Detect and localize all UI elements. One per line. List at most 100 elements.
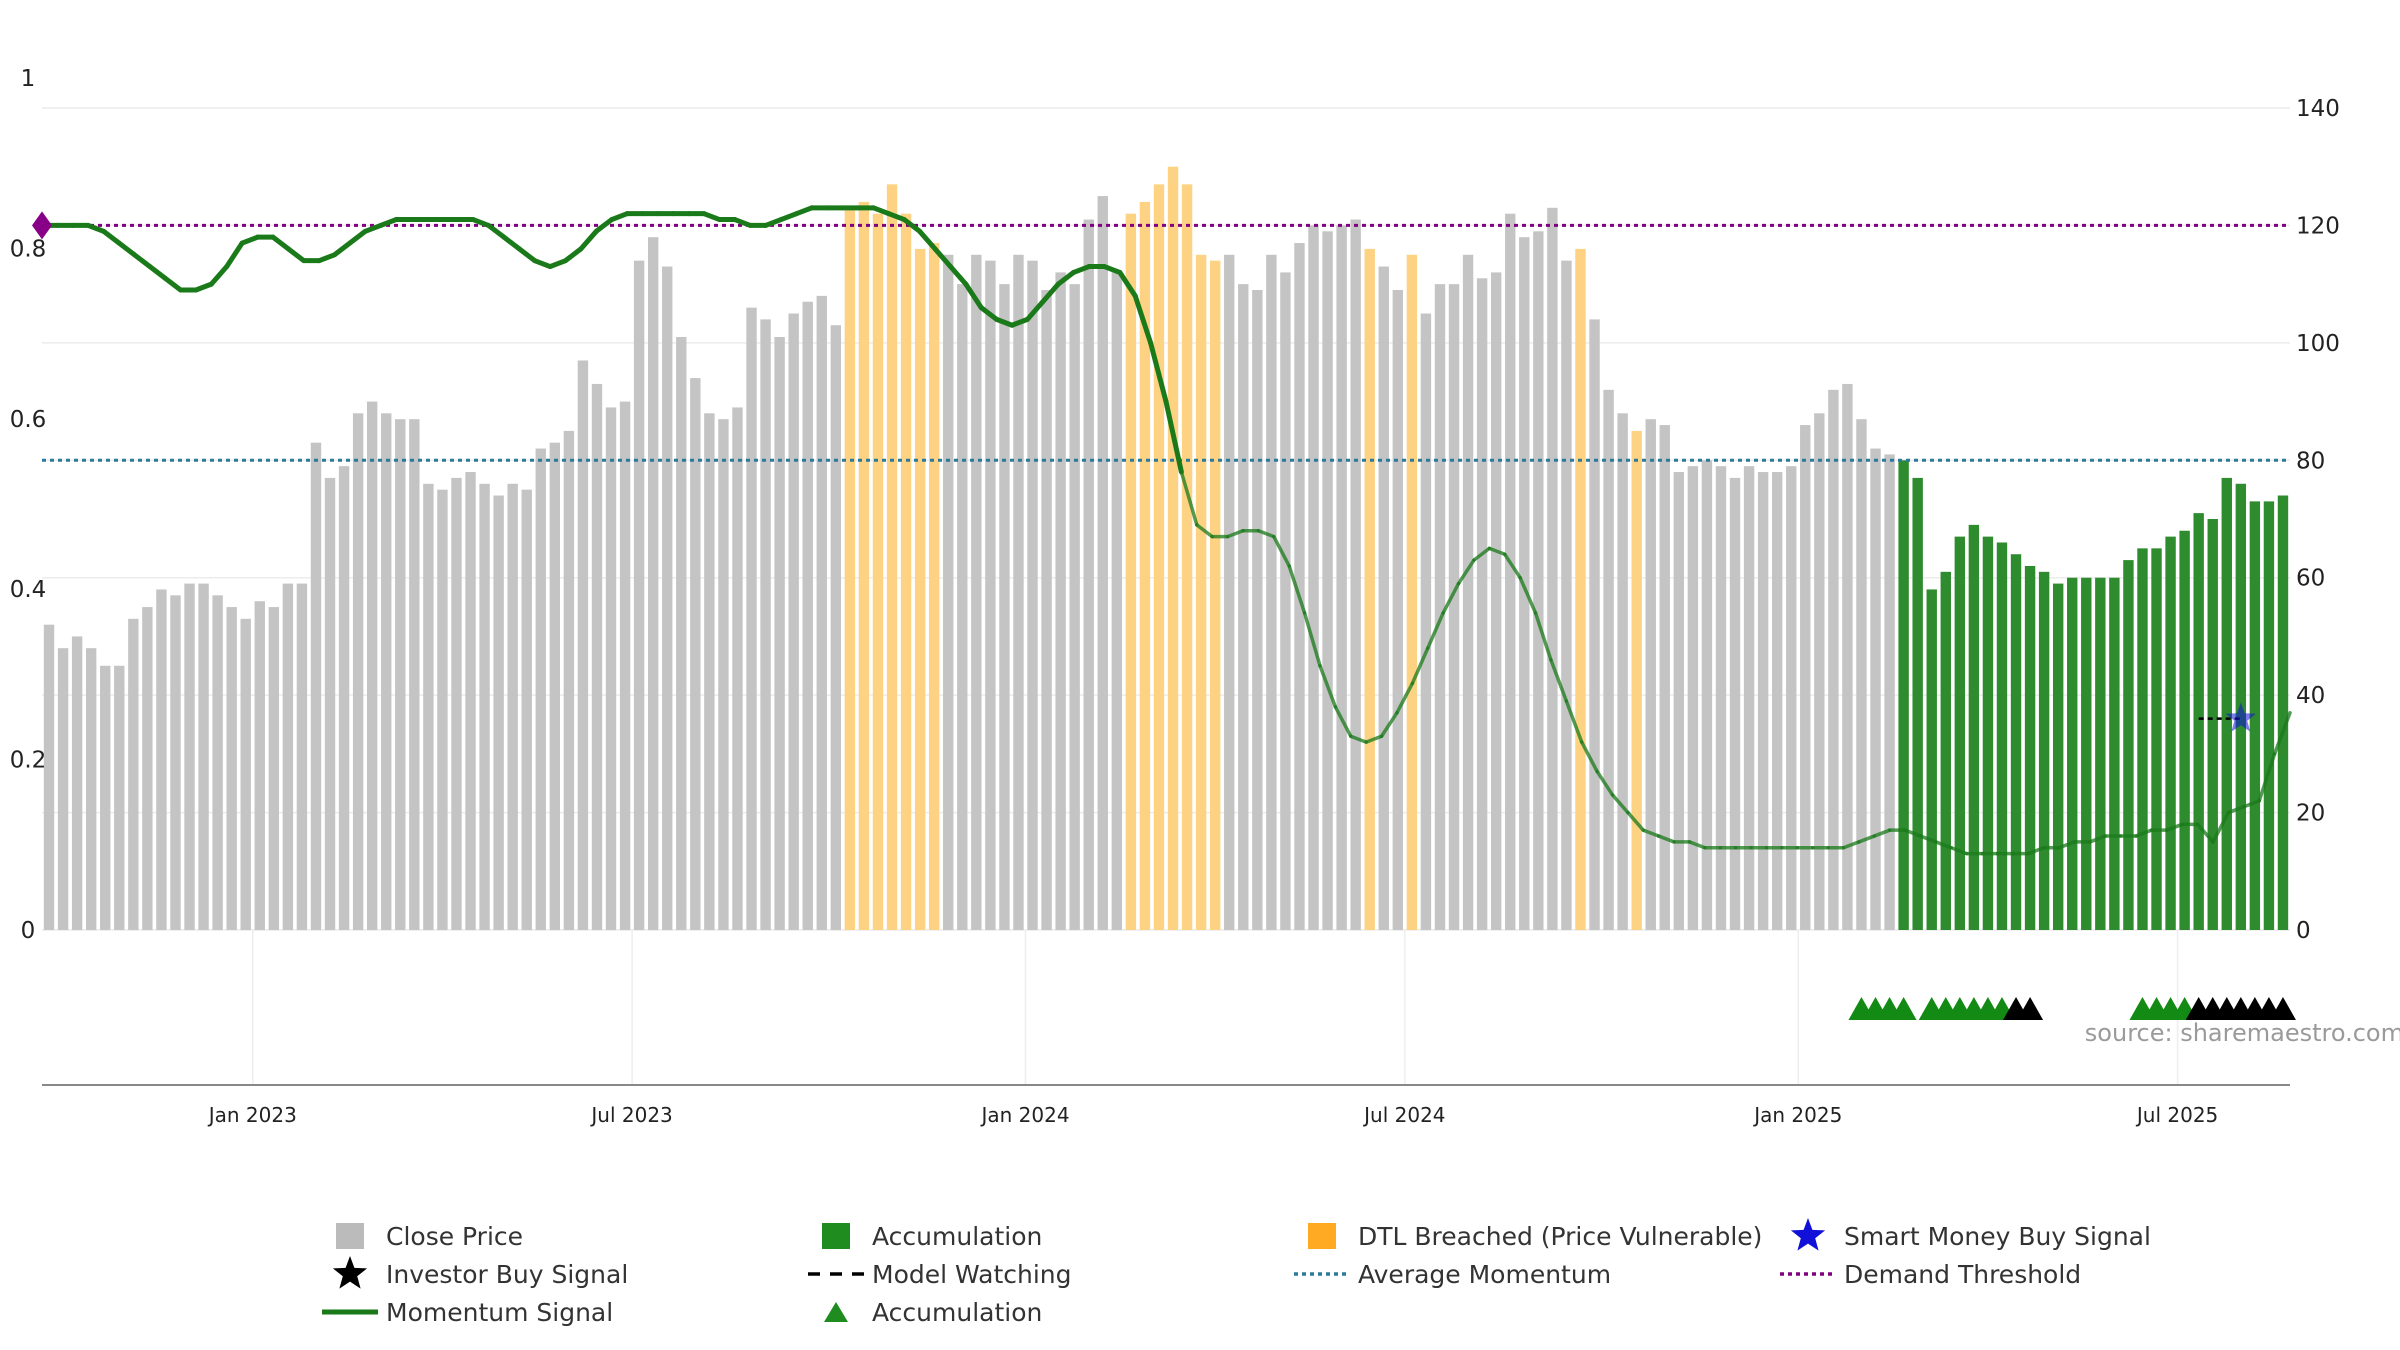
close-price-bar	[57, 648, 69, 930]
left-tick-label: 0.8	[10, 236, 47, 262]
reference-lines	[42, 223, 2290, 462]
close-price-bar	[1603, 389, 1614, 930]
close-price-bar	[676, 336, 687, 930]
close-price-bar	[1912, 477, 1923, 930]
momentum-segment	[932, 246, 953, 270]
legend-label: Close Price	[386, 1221, 524, 1251]
close-price-bar	[802, 301, 813, 930]
legend-item: Investor Buy Signal	[320, 1256, 628, 1292]
momentum-segment	[793, 205, 815, 217]
chart: 0 0.2 0.4 0.6 0.8 1 0 20 40 60 80 100 120 140 Jan 2023…	[10, 66, 2400, 1127]
close-price-bar	[2151, 548, 2162, 930]
momentum-segment	[1441, 581, 1461, 615]
close-price-bar	[2081, 577, 2092, 930]
momentum-segment	[224, 240, 245, 270]
momentum-segment	[947, 264, 969, 287]
close-price-bar	[1406, 254, 1418, 931]
legend-triangle	[824, 1302, 848, 1322]
close-price-bar	[1195, 254, 1207, 931]
close-price-bar	[985, 260, 996, 931]
momentum-segment	[486, 222, 507, 240]
legend-symbol	[1292, 1256, 1352, 1292]
close-price-bar	[1926, 589, 1937, 930]
legend-symbol	[806, 1256, 866, 1292]
momentum-segment	[1518, 575, 1538, 615]
close-price-bar	[957, 284, 968, 931]
left-tick-label: 0.4	[10, 577, 47, 603]
momentum-segment	[1148, 340, 1169, 405]
close-price-bar	[1083, 219, 1094, 931]
close-price-bar	[423, 483, 434, 930]
legend-label: Demand Threshold	[1844, 1259, 2082, 1289]
close-price-bar	[2024, 565, 2036, 930]
close-price-bar	[2095, 577, 2106, 930]
momentum-segment	[1364, 734, 1384, 744]
momentum-segment	[1333, 705, 1353, 738]
left-tick-label: 0	[21, 918, 36, 944]
right-tick-label: 120	[2296, 213, 2340, 239]
close-price-bar	[704, 413, 715, 930]
close-price-bar	[1434, 284, 1446, 931]
close-price-bar	[114, 665, 125, 930]
momentum-segment	[1024, 299, 1046, 322]
momentum-segment	[239, 234, 261, 246]
close-price-bar	[409, 419, 420, 930]
momentum-segment	[732, 217, 753, 228]
x-tick-label: Jul 2024	[1362, 1103, 1445, 1127]
legend-item: Model Watching	[806, 1256, 1072, 1292]
left-tick-label: 1	[21, 66, 36, 92]
close-price-bar	[366, 401, 378, 931]
momentum-segment	[1918, 834, 1938, 844]
close-price-bar	[1898, 460, 1909, 930]
close-price-bar	[268, 607, 280, 930]
source-label: source: sharemaestro.com	[2085, 1019, 2400, 1047]
close-price-bar	[1462, 254, 1474, 931]
legend-square	[822, 1223, 850, 1249]
close-price-bar	[1743, 466, 1755, 930]
momentum-segment	[2257, 752, 2277, 803]
close-price-bar	[1786, 466, 1797, 930]
close-price-bar	[1392, 290, 1404, 930]
momentum-segment	[1949, 846, 1969, 856]
momentum-segment	[1040, 281, 1061, 305]
momentum-segment	[101, 228, 122, 246]
close-price-bar	[1715, 466, 1727, 930]
close-price-bar	[662, 266, 673, 930]
close-price-bar	[1167, 166, 1179, 930]
momentum-segment	[162, 275, 184, 293]
close-price-bar	[943, 254, 954, 931]
close-price-bar	[2193, 513, 2204, 930]
close-price-bar	[1125, 213, 1137, 930]
close-price-bar	[563, 430, 575, 930]
close-price-bar	[746, 307, 757, 931]
momentum-segment	[1163, 399, 1184, 475]
close-price-bar	[858, 201, 870, 930]
close-price-bar	[310, 442, 322, 930]
close-price-bar	[198, 583, 209, 930]
close-price-bar	[1294, 243, 1305, 931]
close-price-bar	[170, 595, 181, 930]
momentum-segment	[2242, 799, 2261, 809]
legend-label: Smart Money Buy Signal	[1844, 1221, 2151, 1251]
momentum-segment	[547, 258, 569, 270]
momentum-segment	[763, 217, 784, 228]
close-price-bar	[2165, 536, 2176, 930]
gridlines	[42, 107, 2290, 1085]
close-price-bar	[900, 213, 912, 930]
signal-markers	[32, 211, 2296, 1020]
momentum-segment	[778, 211, 799, 223]
close-price-bar	[254, 601, 265, 930]
close-price-bar	[732, 407, 743, 930]
close-price-bar	[914, 248, 926, 930]
right-tick-label: 140	[2296, 96, 2340, 122]
close-price-bar	[2221, 477, 2232, 930]
close-price-bar	[2137, 548, 2148, 930]
close-price-bar	[788, 313, 799, 930]
momentum-segment	[1055, 269, 1077, 287]
close-price-bar	[85, 648, 97, 930]
close-price-bar	[1013, 254, 1024, 931]
momentum-segment	[701, 211, 722, 223]
legend-label: Average Momentum	[1358, 1259, 1612, 1289]
close-price-bar	[1041, 290, 1052, 930]
momentum-segment	[1841, 840, 1861, 850]
